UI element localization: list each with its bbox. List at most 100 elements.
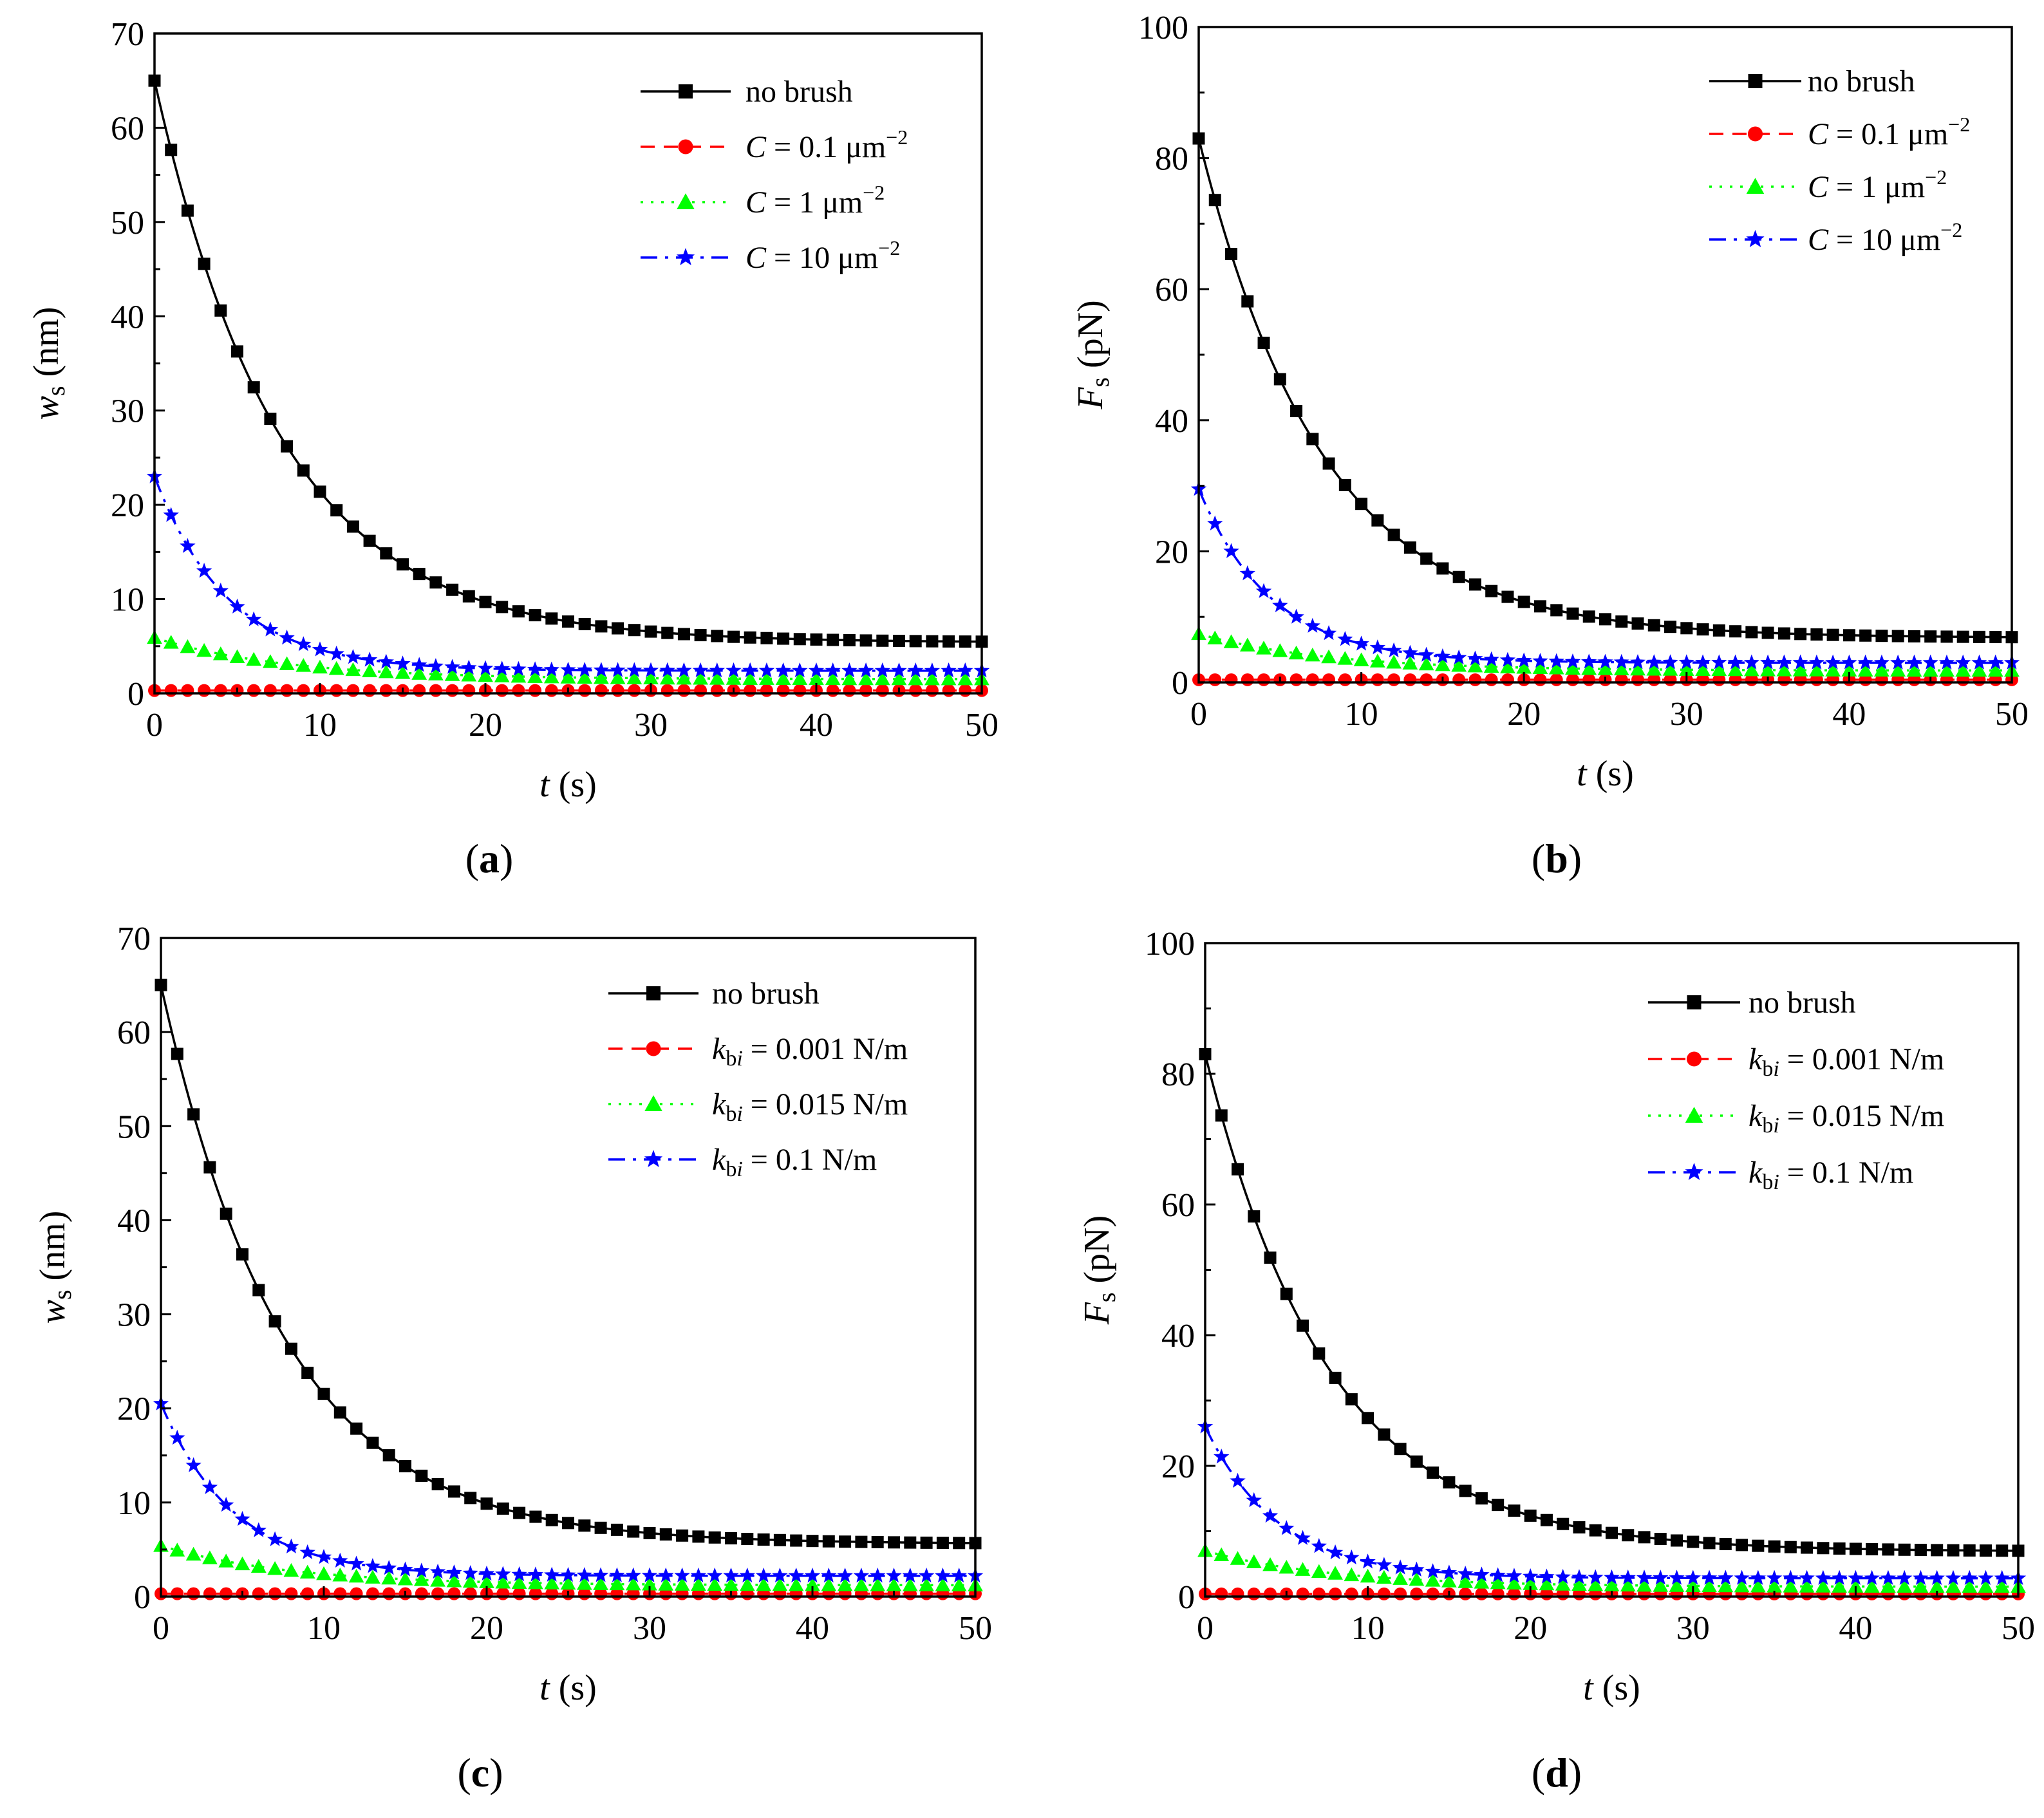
data-point — [1548, 653, 1564, 668]
data-point — [1435, 657, 1450, 671]
data-point — [777, 632, 790, 645]
data-point — [926, 635, 939, 648]
data-point — [1848, 1579, 1864, 1593]
series-line — [154, 636, 982, 680]
data-point — [595, 620, 608, 633]
data-point — [1288, 608, 1304, 624]
data-point — [397, 1561, 413, 1577]
series-4 — [1197, 1418, 2027, 1585]
data-point — [942, 684, 955, 697]
data-point — [609, 1567, 625, 1582]
data-point — [1945, 1570, 1962, 1585]
legend-sub-italic: i — [1773, 1057, 1779, 1081]
data-point — [942, 635, 955, 648]
data-point — [694, 684, 708, 697]
data-point — [1434, 648, 1451, 664]
legend-rest: = 0.001 N/m — [1779, 1042, 1944, 1076]
data-point — [760, 632, 773, 644]
data-point — [430, 1573, 445, 1587]
data-point — [1385, 642, 1402, 658]
data-point — [1539, 1568, 1555, 1584]
series-4 — [153, 1395, 984, 1583]
data-point — [1696, 623, 1709, 636]
data-point — [1290, 405, 1303, 418]
data-point — [1653, 1578, 1669, 1592]
data-point — [1891, 630, 1904, 642]
data-point — [1450, 649, 1467, 665]
data-point — [902, 1577, 918, 1591]
panel-caption: (c) — [457, 1750, 503, 1795]
data-point — [181, 204, 194, 217]
data-point — [612, 622, 624, 635]
data-point — [642, 662, 659, 677]
data-point — [1475, 1492, 1488, 1504]
data-point — [431, 1477, 444, 1490]
data-point — [1539, 1576, 1555, 1591]
data-point — [1297, 1319, 1309, 1332]
legend-marker — [1686, 1051, 1702, 1067]
data-point — [1620, 1577, 1636, 1592]
y-tick-label: 50 — [117, 1109, 151, 1145]
data-point — [1418, 656, 1434, 671]
data-point — [760, 684, 773, 697]
data-point — [511, 1575, 527, 1589]
data-point — [739, 1577, 755, 1591]
data-point — [1712, 624, 1725, 637]
data-point — [957, 671, 973, 686]
data-point — [1272, 597, 1288, 613]
data-point — [1523, 1576, 1539, 1590]
data-point — [495, 1566, 511, 1581]
data-point — [279, 630, 295, 645]
data-point — [164, 684, 178, 697]
data-point — [1678, 662, 1694, 676]
data-point — [218, 1553, 234, 1568]
data-point — [1214, 1448, 1230, 1464]
data-point — [1425, 1563, 1441, 1579]
y-tick-label: 20 — [111, 487, 144, 524]
data-point — [594, 670, 609, 684]
data-point — [808, 662, 825, 678]
legend-marker — [678, 139, 693, 155]
data-point — [1994, 1579, 2010, 1593]
data-point — [874, 671, 890, 686]
data-point — [445, 684, 459, 697]
data-point — [871, 1536, 884, 1549]
data-point — [415, 1587, 428, 1600]
data-point — [350, 1587, 363, 1600]
data-point — [821, 1577, 837, 1591]
legend-var: k — [712, 1143, 727, 1177]
series-line — [1197, 488, 2012, 664]
data-point — [1452, 570, 1465, 583]
data-point — [479, 1574, 494, 1588]
data-point — [1329, 1587, 1342, 1600]
data-point — [1506, 1568, 1523, 1583]
data-point — [841, 671, 858, 686]
data-point — [625, 1576, 641, 1591]
data-point — [1248, 1210, 1261, 1223]
legend-rest: = 0.1 μm — [1828, 117, 1948, 151]
x-axis-label-var: t — [1577, 754, 1588, 794]
data-point — [1279, 1520, 1295, 1535]
y-tick-label: 0 — [127, 676, 144, 713]
data-point — [363, 534, 376, 547]
legend-label: C = 10 μm−2 — [745, 236, 900, 275]
data-point — [462, 590, 475, 603]
data-point — [1636, 1570, 1653, 1585]
y-tick-label: 30 — [111, 393, 144, 430]
data-point — [413, 568, 426, 581]
data-point — [202, 1550, 218, 1564]
legend-entry-2: kbi = 0.001 N/m — [1648, 1042, 1944, 1081]
data-point — [165, 144, 178, 156]
data-point — [756, 1577, 771, 1591]
series-line — [160, 1544, 975, 1587]
data-point — [171, 1047, 183, 1060]
data-point — [709, 671, 725, 685]
data-point — [593, 662, 610, 677]
legend-rest: no brush — [1749, 986, 1856, 1020]
x-tick-label: 20 — [469, 707, 502, 744]
series-3 — [1197, 1543, 2026, 1593]
series-line — [160, 1403, 975, 1577]
data-point — [1864, 1570, 1880, 1585]
x-tick-label: 50 — [959, 1610, 992, 1647]
